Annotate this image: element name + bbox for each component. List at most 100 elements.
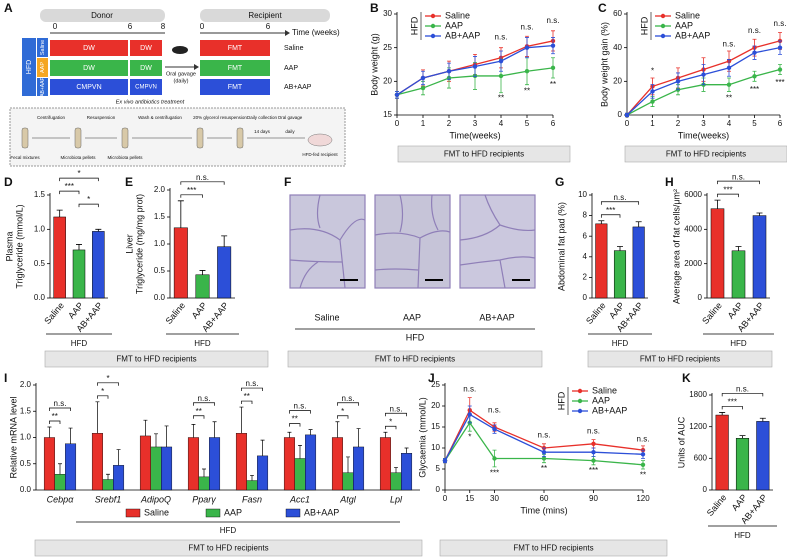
annotation: n.s. <box>495 33 508 42</box>
group-label: AB+AAP <box>284 84 312 91</box>
y-axis-label: Triglyceride (mg/mg prot) <box>134 194 144 294</box>
footer-label: FMT to HFD recipients <box>640 355 720 364</box>
error-bar <box>719 412 726 416</box>
legend-marker <box>430 33 436 39</box>
y-tick-label: 25 <box>383 43 392 52</box>
marker <box>550 65 556 71</box>
annotation: * <box>651 66 654 75</box>
x-tick-label: Acc1 <box>289 494 310 504</box>
error-bar <box>58 463 62 475</box>
significance-label: * <box>77 169 80 178</box>
legend-marker <box>660 23 666 29</box>
footer-label: FMT to HFD recipients <box>444 150 524 159</box>
marker <box>752 50 757 55</box>
bar <box>756 421 770 491</box>
bar <box>102 479 114 491</box>
footer-label: FMT to HFD recipients <box>188 544 268 553</box>
bar <box>53 216 66 299</box>
marker <box>777 45 783 50</box>
panel-f: F Saline AAP AB+AAP HFD <box>284 175 536 342</box>
significance-bracket <box>180 194 203 198</box>
y-tick-label: 30 <box>383 9 392 18</box>
workflow-step: Microbiota pellets <box>60 155 96 160</box>
treatment-label: DW <box>140 65 152 72</box>
legend-marker <box>660 13 666 19</box>
error-bar <box>56 209 63 217</box>
error-bar <box>106 473 110 480</box>
group-label: HFD <box>730 339 747 348</box>
x-tick-label: 120 <box>636 494 650 503</box>
error-bar <box>212 421 217 438</box>
panel-letter: K <box>682 371 691 385</box>
x-tick-label: 2 <box>447 119 452 128</box>
significance-bracket <box>337 402 359 406</box>
panel-letter: C <box>598 1 607 15</box>
panel-letter: G <box>555 175 564 189</box>
significance-bracket <box>600 214 621 218</box>
legend-label: AAP <box>445 20 463 30</box>
significance-label: ** <box>196 407 202 416</box>
y-tick-label: 0.0 <box>154 293 166 302</box>
group-label: HFD <box>612 339 629 348</box>
y-tick-label: 0 <box>703 485 708 494</box>
marker <box>726 65 732 71</box>
marker <box>591 450 596 455</box>
series-line <box>444 421 644 466</box>
y-tick-label: 1.0 <box>20 433 32 442</box>
significance-label: *** <box>728 398 737 407</box>
error-bar <box>199 270 206 275</box>
legend-label: AB+AAP <box>675 30 710 40</box>
y-axis-label: Units of AUC <box>676 416 686 468</box>
marker <box>541 456 547 461</box>
y-tick-label: 2 <box>583 273 588 282</box>
significance-label: n.s. <box>294 402 307 411</box>
x-tick-label: 0 <box>625 119 630 128</box>
error-bar <box>383 431 388 438</box>
y-tick-label: 0 <box>698 293 703 302</box>
x-tick-label: 3 <box>473 119 478 128</box>
annotation: ** <box>498 93 504 102</box>
marker <box>524 45 530 50</box>
annotation: *** <box>490 468 499 477</box>
time-tick: 8 <box>161 22 166 31</box>
significance-bracket <box>289 410 311 414</box>
bar <box>209 437 221 491</box>
bar <box>294 458 306 491</box>
error-bar <box>177 200 184 228</box>
workflow-step: Wash & centrifugation <box>138 115 182 120</box>
legend-swatch <box>285 508 301 518</box>
x-tick-label: 1 <box>650 119 655 128</box>
ex-vivo-label: Ex vivo antibiotics treatment <box>116 99 185 105</box>
bar <box>54 474 66 491</box>
significance-bracket <box>717 180 760 185</box>
error-bar <box>735 246 742 251</box>
image-label: Saline <box>314 312 339 322</box>
significance-bracket <box>241 400 253 405</box>
significance-label: *** <box>723 185 732 194</box>
marker <box>420 75 426 81</box>
legend-label: Saline <box>675 10 700 20</box>
y-tick-label: 1.0 <box>34 224 46 233</box>
x-tick-label: Saline <box>705 492 729 518</box>
marker <box>752 74 757 79</box>
bar <box>283 437 295 491</box>
marker <box>446 69 452 74</box>
x-tick-label: 5 <box>752 119 757 128</box>
y-tick-label: 2.0 <box>20 380 32 389</box>
marker <box>394 92 400 98</box>
significance-bracket <box>385 425 397 430</box>
marker <box>624 112 630 118</box>
group-label: Saline <box>284 45 304 52</box>
bar <box>113 465 125 491</box>
x-tick-label: AAP <box>190 300 209 320</box>
group-box <box>37 38 48 57</box>
legend-title: HFD <box>639 16 649 35</box>
legend-swatch <box>205 508 221 518</box>
bar <box>305 434 317 491</box>
y-axis-label: Average area of fat cells/μm² <box>671 189 681 304</box>
series-line <box>444 409 644 461</box>
x-tick-label: Fasn <box>242 494 262 504</box>
annotation: ** <box>726 93 732 102</box>
error-bar <box>298 445 302 459</box>
footer-box <box>624 145 787 163</box>
